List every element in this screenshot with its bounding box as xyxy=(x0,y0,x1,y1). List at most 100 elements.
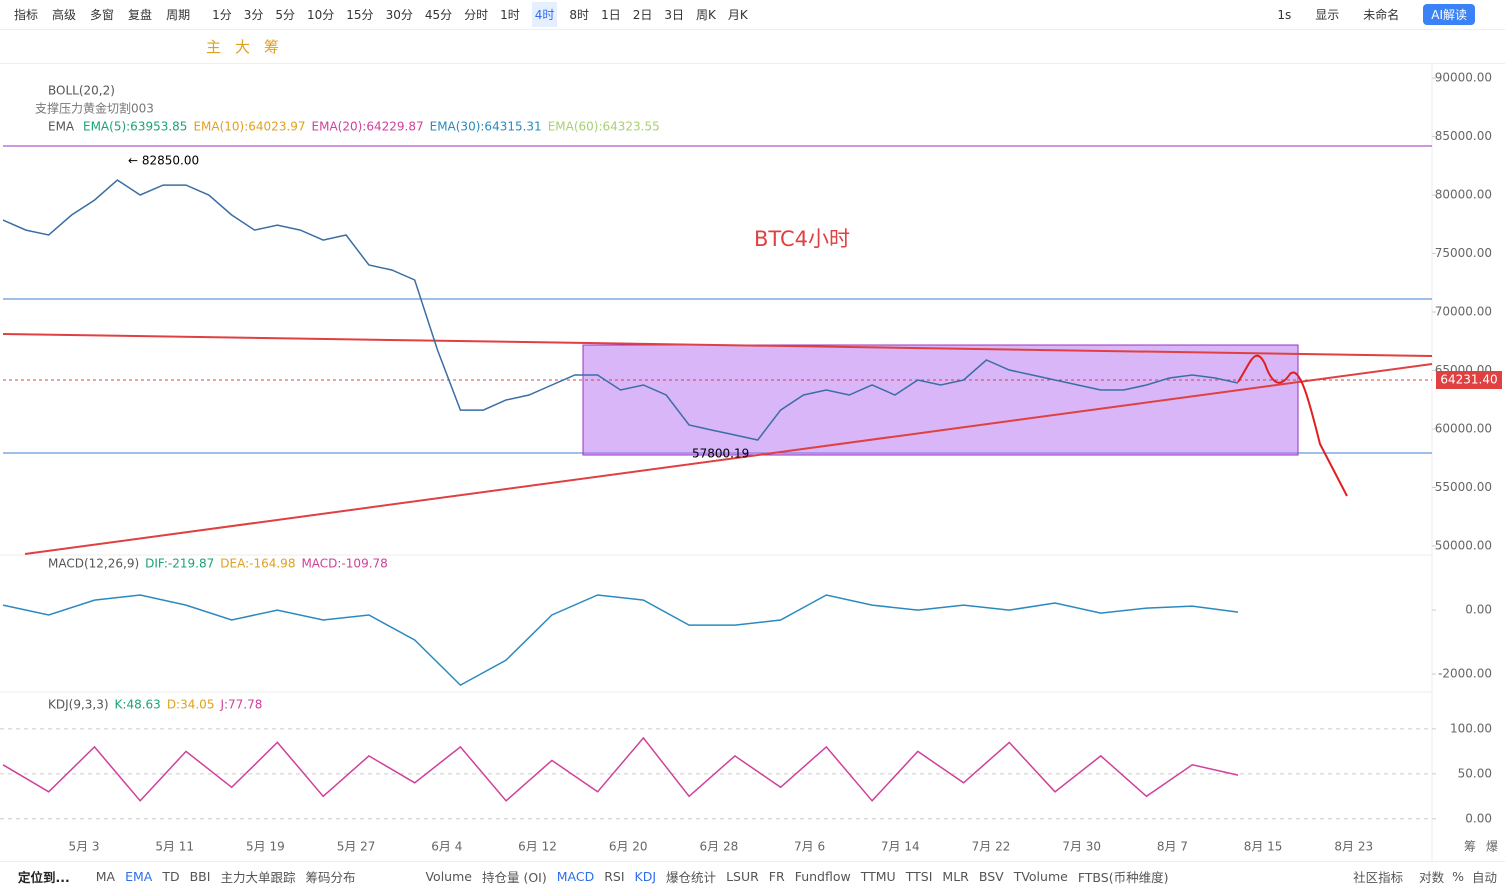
interval-button[interactable]: 1日 xyxy=(601,8,621,22)
indicator-tab[interactable]: FR xyxy=(768,869,785,884)
interval-button[interactable]: 周K xyxy=(695,8,716,22)
forecast-sketch xyxy=(1237,354,1348,497)
y-tick-label: 55000.00 xyxy=(1435,480,1492,494)
toolbar-button[interactable]: 1s xyxy=(1277,7,1292,22)
tool-button[interactable]: 大 xyxy=(235,38,251,56)
x-tick-label: 5月 11 xyxy=(155,840,194,854)
indicator-tab[interactable]: TVolume xyxy=(1013,869,1068,884)
toolbar-button[interactable]: 多窗 xyxy=(90,8,115,22)
interval-button[interactable]: 15分 xyxy=(346,8,374,22)
indicator-tab[interactable]: LSUR xyxy=(726,869,759,884)
indicator-tab[interactable]: MACD xyxy=(556,869,595,884)
x-tick-label: 5月 3 xyxy=(68,840,99,854)
y-tick-label: 0.00 xyxy=(1465,811,1492,825)
interval-button[interactable]: 4时 xyxy=(531,2,558,27)
high-label: ← 82850.00 xyxy=(128,154,199,168)
interval-button[interactable]: 8时 xyxy=(569,8,590,22)
toolbar-button[interactable]: 周期 xyxy=(166,8,191,22)
y-tick-label: 80000.00 xyxy=(1435,188,1492,202)
indicator-tab[interactable]: BBI xyxy=(189,869,211,884)
indicator-label: MACD(12,26,9) xyxy=(48,557,139,571)
indicator-tab[interactable]: MA xyxy=(95,869,116,884)
toolbar-button[interactable]: 未命名 xyxy=(1363,8,1400,22)
y-tick-label: 70000.00 xyxy=(1435,305,1492,319)
interval-button[interactable]: 5分 xyxy=(275,8,295,22)
indicator-tab[interactable]: TD xyxy=(162,869,180,884)
toolbar-button[interactable]: 复盘 xyxy=(128,8,153,22)
y-tick-label: 85000.00 xyxy=(1435,129,1492,143)
toolbar-button[interactable]: 显示 xyxy=(1315,8,1340,22)
interval-button[interactable]: 月K xyxy=(727,8,748,22)
x-tick-label: 7月 6 xyxy=(794,840,825,854)
interval-button[interactable]: 3日 xyxy=(664,8,684,22)
indicator-label: D:34.05 xyxy=(167,698,215,712)
interval-button[interactable]: 2日 xyxy=(632,8,653,22)
bottom-option[interactable]: 社区指标 xyxy=(1353,870,1404,885)
indicator-tab[interactable]: FTBS(币种维度) xyxy=(1077,870,1169,885)
interval-button[interactable]: 10分 xyxy=(307,8,335,22)
interval-button[interactable]: 分时 xyxy=(464,8,489,22)
indicator-tab[interactable]: Volume xyxy=(425,869,472,884)
chart-annotation: BTC4小时 xyxy=(754,227,850,251)
x-tick-label: 7月 14 xyxy=(881,840,920,854)
indicator-label: K:48.63 xyxy=(115,698,161,712)
x-tick-label: 6月 28 xyxy=(700,840,739,854)
indicator-tab[interactable]: 爆仓统计 xyxy=(666,870,717,885)
y-tick-label: 0.00 xyxy=(1465,603,1492,617)
toolbar-button[interactable]: 指标 xyxy=(14,8,39,22)
bottom-option[interactable]: 自动 xyxy=(1471,870,1497,885)
x-tick-label: 8月 15 xyxy=(1244,840,1283,854)
indicator-tab[interactable]: TTSI xyxy=(905,869,933,884)
x-tick-label: 6月 4 xyxy=(431,840,462,854)
trendline xyxy=(2,333,1433,357)
interval-button[interactable]: 1分 xyxy=(212,8,232,22)
indicator-tab[interactable]: 持仓量 (OI) xyxy=(481,870,547,885)
indicator-tab[interactable]: EMA xyxy=(125,869,153,884)
indicator-label: KDJ(9,3,3) xyxy=(48,698,109,712)
price-tag xyxy=(1436,371,1502,389)
toolbar-button[interactable]: 高级 xyxy=(52,8,77,22)
interval-button[interactable]: 1时 xyxy=(500,8,520,22)
ema-value: EMA(10):64023.97 xyxy=(193,120,305,134)
indicator-label: MACD:-109.78 xyxy=(301,557,387,571)
tool-button[interactable]: 主 xyxy=(206,38,222,56)
series-line xyxy=(2,594,1239,687)
locate-button[interactable]: 定位到... xyxy=(18,870,70,885)
indicator-label: EMA xyxy=(48,120,75,134)
indicator-tab[interactable]: RSI xyxy=(604,869,625,884)
y-tick-label: 75000.00 xyxy=(1435,246,1492,260)
x-tick-label: 7月 22 xyxy=(972,840,1011,854)
series-line xyxy=(2,179,1239,441)
indicator-tab[interactable]: BSV xyxy=(978,869,1004,884)
indicator-label: DEA:-164.98 xyxy=(220,557,295,571)
chart: 90000.00 85000.00 80000.00 75000.00 70000.00… xyxy=(0,64,1502,861)
drawn-box xyxy=(582,344,1299,456)
low-label: 57800.19 xyxy=(692,447,749,461)
indicator-label: J:77.78 xyxy=(219,698,262,712)
toolbar-button[interactable]: AI解读 xyxy=(1423,4,1475,25)
indicator-tab[interactable]: 主力大单跟踪 xyxy=(220,870,296,885)
indicator-tab[interactable]: Fundflow xyxy=(794,869,851,884)
y-tick-label: -2000.00 xyxy=(1438,667,1492,681)
indicator-label: 支撑压力黄金切割003 xyxy=(35,101,154,116)
y-tick-label: 50000.00 xyxy=(1435,538,1492,552)
bottom-option[interactable]: % xyxy=(1452,869,1464,884)
x-tick-label: 7月 30 xyxy=(1062,840,1101,854)
x-tick-label: 6月 12 xyxy=(518,840,557,854)
indicator-tab[interactable]: KDJ xyxy=(634,869,657,884)
x-tick-label: 8月 7 xyxy=(1157,840,1188,854)
interval-button[interactable]: 30分 xyxy=(385,8,413,22)
indicator-tab[interactable]: MLR xyxy=(942,869,969,884)
ema-value: EMA(60):64323.55 xyxy=(548,120,660,134)
y-tick-label: 90000.00 xyxy=(1435,71,1492,85)
indicator-tab[interactable]: TTMU xyxy=(860,869,896,884)
bottom-option[interactable]: 对数 xyxy=(1419,870,1445,885)
ema-value: EMA(5):63953.85 xyxy=(83,120,187,134)
interval-button[interactable]: 45分 xyxy=(424,8,453,22)
bottom-bar: 定位到... MA EMA TD BBI 主力大单跟踪 筹码分布 Volume 持仓量 (OI)… xyxy=(0,861,1505,891)
indicator-label: BOLL(20,2) xyxy=(48,84,115,98)
tool-button[interactable]: 筹 xyxy=(264,38,280,56)
interval-button[interactable]: 3分 xyxy=(243,8,264,22)
indicator-tab[interactable]: 筹码分布 xyxy=(305,870,356,885)
